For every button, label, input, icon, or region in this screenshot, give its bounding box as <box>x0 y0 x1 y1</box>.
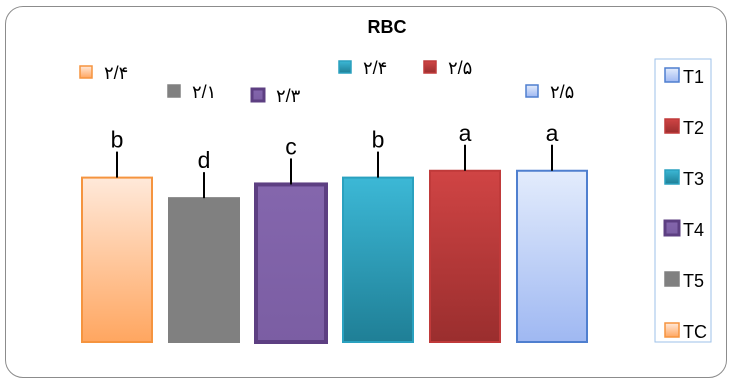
significance-letter-tc: b <box>111 127 124 153</box>
legend-label-t1: T1 <box>683 67 704 87</box>
significance-letter-t4: c <box>285 133 297 159</box>
bar-tc <box>81 176 153 343</box>
value-label-swatch-t2 <box>423 60 437 74</box>
significance-letter-t5: d <box>198 147 211 173</box>
legend-label-tc: TC <box>683 322 707 342</box>
bar-t3 <box>342 176 414 343</box>
data-label-t1: ۲/۵ <box>550 82 574 102</box>
legend-swatch-tc <box>664 322 680 338</box>
data-label-t5: ۲/۱ <box>192 82 216 102</box>
legend-box <box>654 58 712 343</box>
legend-swatch-t1 <box>664 67 680 83</box>
data-label-t3: ۲/۴ <box>363 58 387 78</box>
legend-swatch-t2 <box>664 118 680 134</box>
data-label-t2: ۲/۵ <box>448 58 472 78</box>
legend-swatch-t3 <box>664 169 680 185</box>
legend-swatch-t5 <box>664 271 680 287</box>
bar-t2 <box>429 169 501 343</box>
significance-letter-t3: b <box>372 127 385 153</box>
bar-t5 <box>168 197 240 343</box>
data-label-tc: ۲/۴ <box>104 63 128 83</box>
chart-title: RBC <box>368 17 407 37</box>
significance-letter-t2: a <box>459 120 472 146</box>
significance-letter-t1: a <box>546 120 559 146</box>
legend-label-t3: T3 <box>683 169 704 189</box>
value-label-swatch-t1 <box>525 84 539 98</box>
value-label-swatch-t4 <box>250 87 266 103</box>
bar-t4 <box>254 182 328 344</box>
value-label-swatch-t3 <box>338 60 352 74</box>
bar-t1 <box>516 169 588 343</box>
legend-label-t2: T2 <box>683 118 704 138</box>
value-label-swatch-tc <box>79 65 93 79</box>
legend-label-t4: T4 <box>683 220 704 240</box>
data-label-t4: ۲/۳ <box>276 86 301 106</box>
legend-label-t5: T5 <box>683 271 704 291</box>
value-label-swatch-t5 <box>167 84 181 98</box>
legend-swatch-t4 <box>663 219 681 237</box>
